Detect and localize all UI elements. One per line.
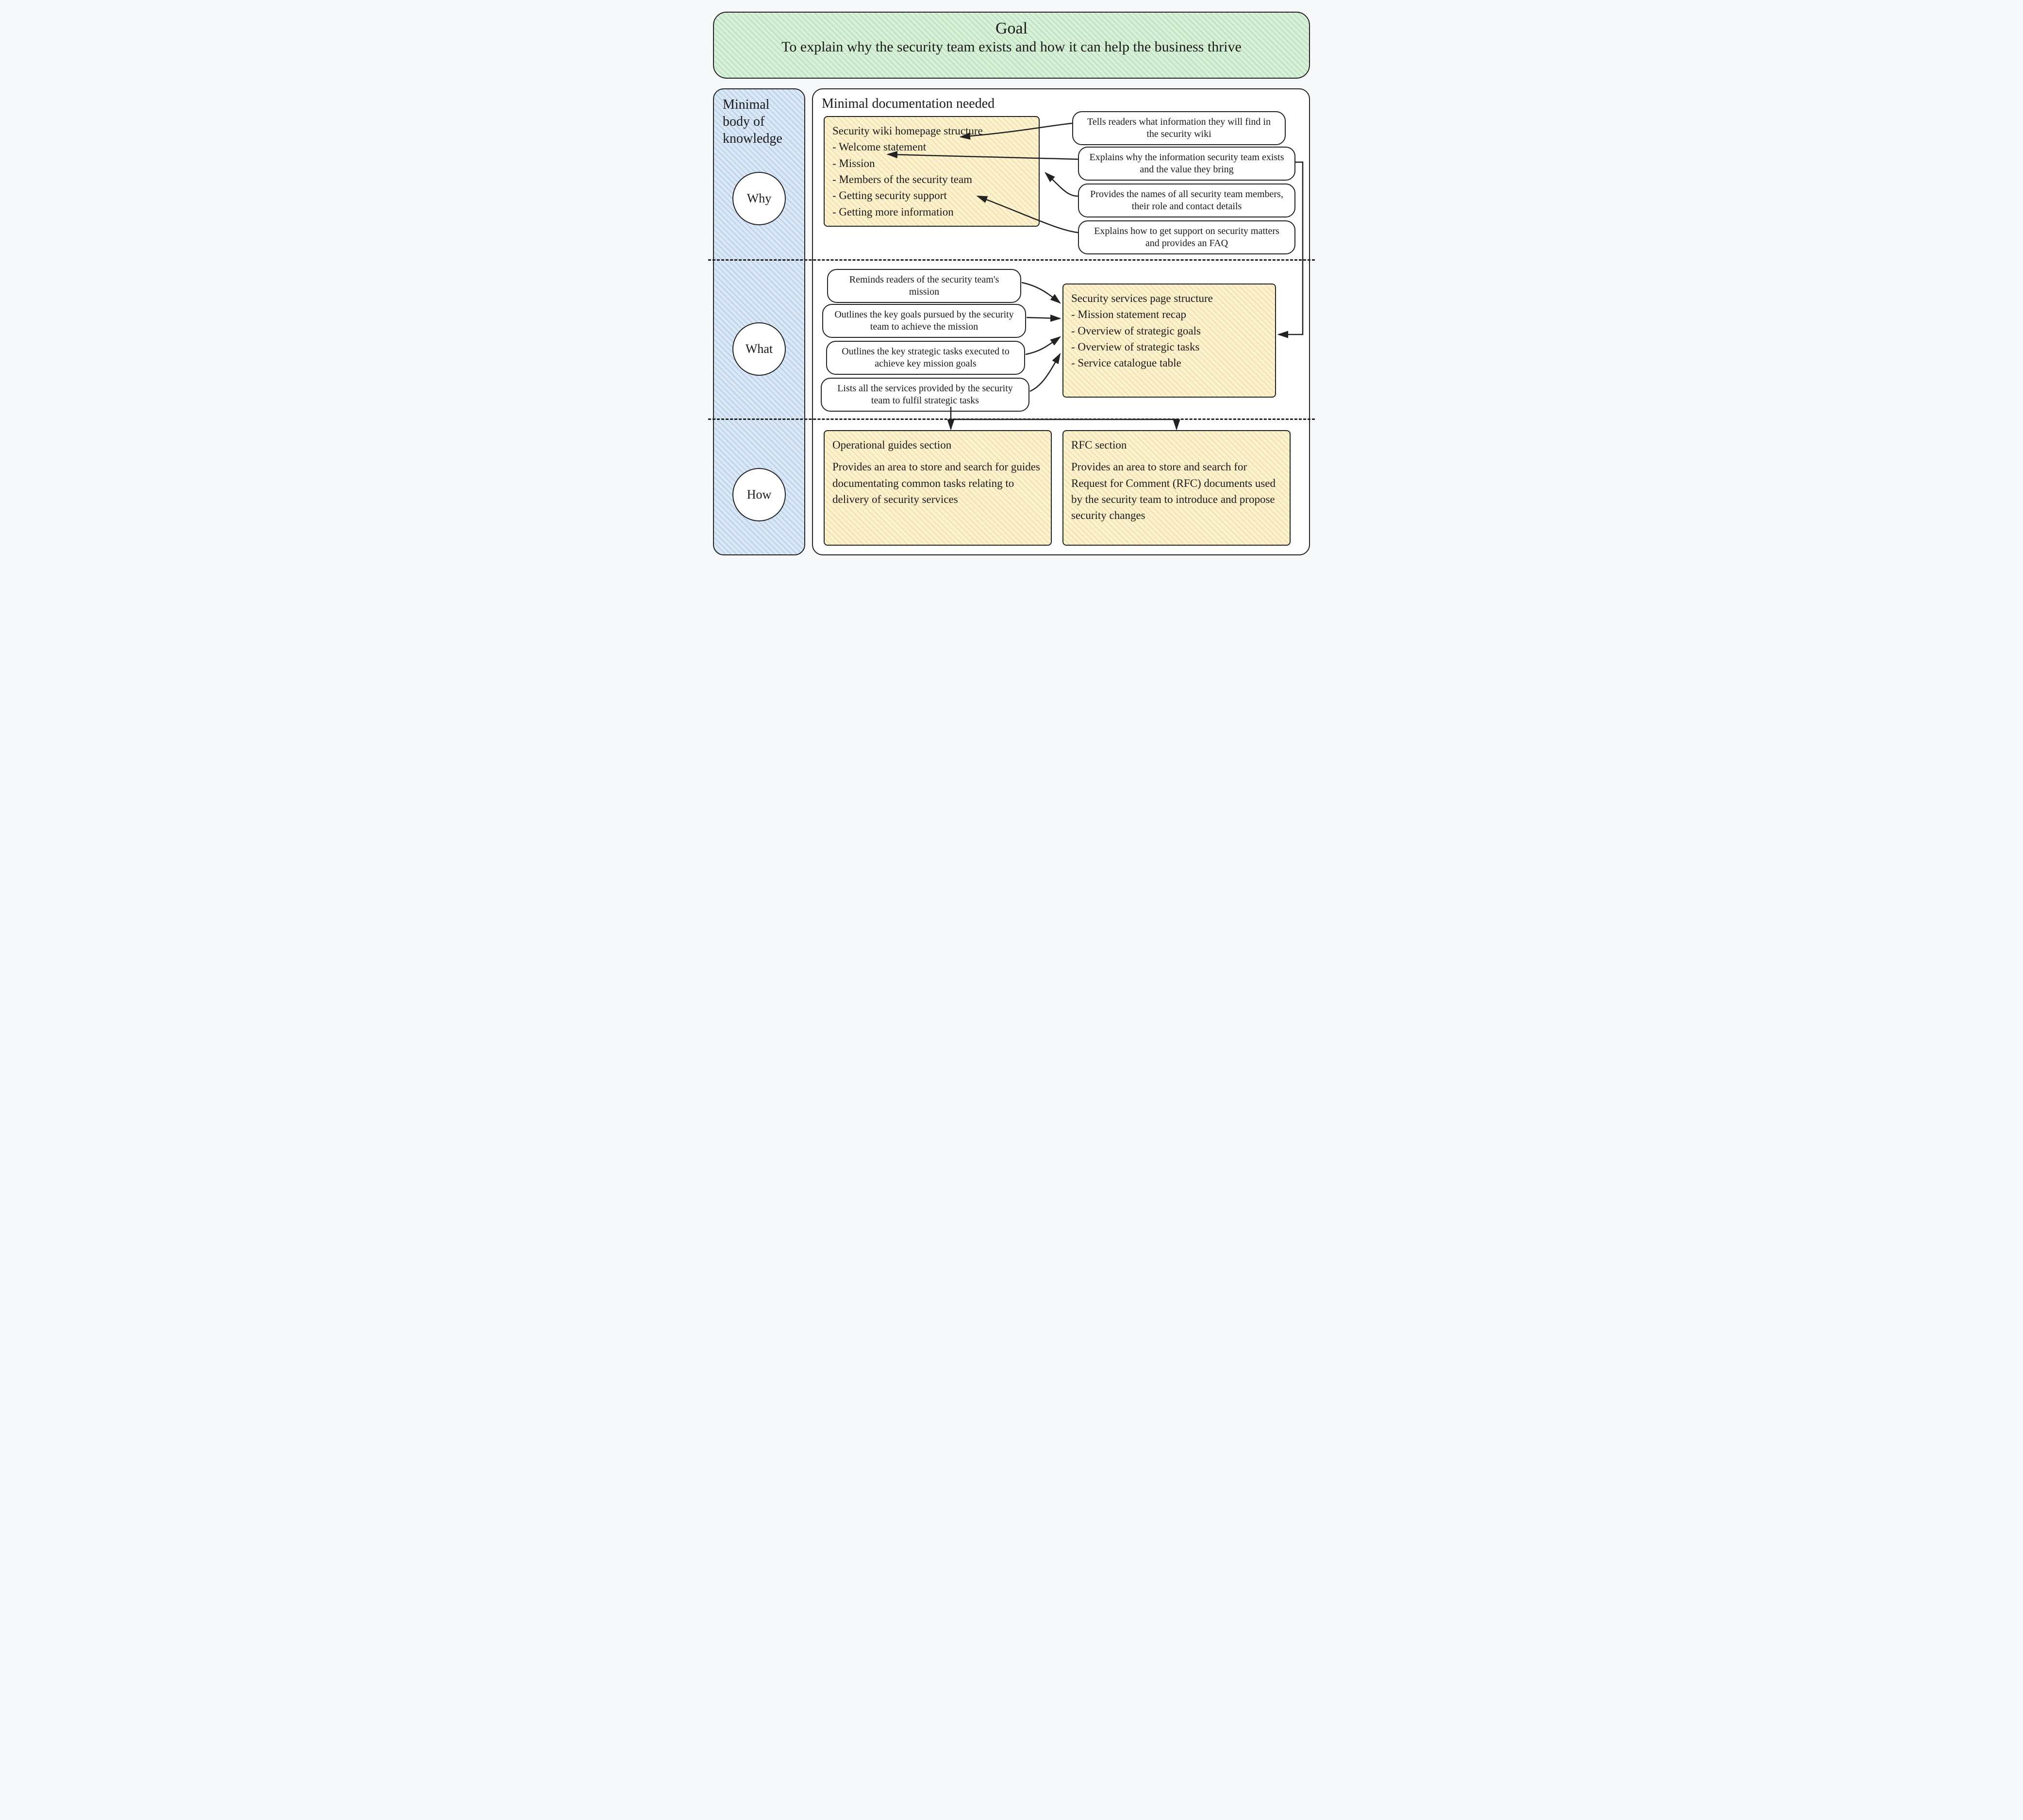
services-page-title: Security services page structure: [1071, 290, 1267, 306]
wiki-item-welcome: - Welcome statement: [832, 139, 1031, 155]
wiki-homepage-card: Security wiki homepage structure - Welco…: [824, 116, 1040, 227]
goal-box: Goal To explain why the security team ex…: [713, 12, 1310, 79]
what-circle-label: What: [746, 342, 773, 356]
rfc-section-body: Provides an area to store and search for…: [1071, 459, 1282, 523]
wiki-item-support: - Getting security support: [832, 187, 1031, 203]
divider-what-how: [708, 418, 1315, 420]
wiki-item-mission-label: Mission: [839, 157, 875, 169]
note-strategic-tasks: Outlines the key strategic tasks execute…: [826, 341, 1025, 375]
wiki-item-members-label: Members of the security team: [839, 173, 972, 185]
note-support: Explains how to get support on security …: [1078, 220, 1295, 254]
documentation-panel-title: Minimal documentation needed: [822, 96, 1300, 112]
diagram-stage: Goal To explain why the security team ex…: [708, 12, 1315, 560]
services-item-tasks-label: Overview of strategic tasks: [1078, 341, 1199, 353]
note-members: Provides the names of all security team …: [1078, 184, 1295, 217]
why-circle: Why: [732, 172, 786, 225]
services-page-card: Security services page structure - Missi…: [1062, 284, 1276, 398]
note-strategic-goals: Outlines the key goals pursued by the se…: [822, 304, 1026, 338]
rfc-section-card: RFC section Provides an area to store an…: [1062, 430, 1291, 546]
services-item-catalogue: - Service catalogue table: [1071, 355, 1267, 371]
rfc-section-title: RFC section: [1071, 437, 1282, 453]
how-circle-label: How: [747, 487, 772, 502]
goal-title: Goal: [723, 19, 1300, 38]
note-mission-recap: Reminds readers of the security team's m…: [827, 269, 1021, 303]
wiki-item-welcome-label: Welcome statement: [839, 141, 926, 153]
knowledge-panel-title: Minimal body of knowledge: [723, 96, 796, 147]
services-item-goals: - Overview of strategic goals: [1071, 323, 1267, 339]
services-item-catalogue-label: Service catalogue table: [1078, 357, 1181, 369]
note-mission: Explains why the information security te…: [1078, 147, 1295, 181]
services-item-mission: - Mission statement recap: [1071, 306, 1267, 322]
divider-why-what: [708, 259, 1315, 261]
how-circle: How: [732, 468, 786, 521]
what-circle: What: [732, 322, 786, 376]
services-item-mission-label: Mission statement recap: [1078, 308, 1186, 320]
note-welcome: Tells readers what information they will…: [1072, 111, 1286, 145]
services-item-tasks: - Overview of strategic tasks: [1071, 339, 1267, 355]
note-service-catalogue: Lists all the services provided by the s…: [821, 378, 1029, 412]
wiki-item-moreinfo-label: Getting more information: [839, 206, 953, 218]
operational-guides-card: Operational guides section Provides an a…: [824, 430, 1052, 546]
goal-text: To explain why the security team exists …: [723, 39, 1300, 55]
wiki-item-mission: - Mission: [832, 155, 1031, 171]
wiki-homepage-title: Security wiki homepage structure: [832, 123, 1031, 139]
wiki-item-support-label: Getting security support: [839, 189, 946, 201]
why-circle-label: Why: [747, 191, 772, 206]
wiki-item-members: - Members of the security team: [832, 171, 1031, 187]
operational-guides-body: Provides an area to store and search for…: [832, 459, 1043, 507]
services-item-goals-label: Overview of strategic goals: [1078, 325, 1201, 337]
operational-guides-title: Operational guides section: [832, 437, 1043, 453]
wiki-item-moreinfo: - Getting more information: [832, 204, 1031, 220]
